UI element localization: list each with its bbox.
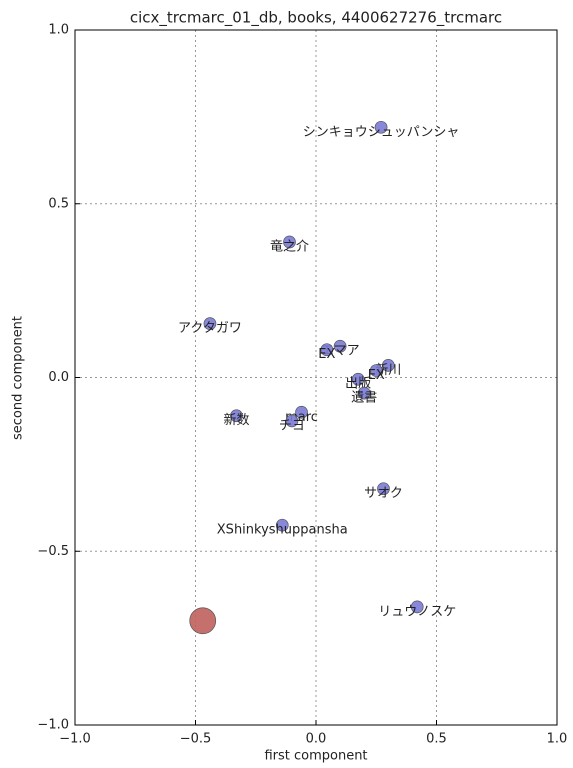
- point: [333, 339, 347, 353]
- point-label: 竜之介: [270, 239, 309, 254]
- point: [230, 409, 243, 423]
- point: [369, 364, 383, 377]
- plot-frame: [74, 29, 558, 726]
- point-label: 遺書: [351, 391, 377, 406]
- point: [374, 120, 388, 134]
- point: [295, 405, 308, 419]
- x-tick-label: −0.5: [180, 732, 212, 747]
- point-label: 新川: [375, 362, 401, 378]
- point: [189, 607, 217, 635]
- x-tick-label: 1.0: [547, 732, 568, 747]
- point: [283, 235, 296, 249]
- point: [381, 358, 395, 372]
- y-tick-label: 0.0: [48, 370, 69, 385]
- point: [285, 414, 299, 428]
- y-tick-label: 0.5: [48, 196, 69, 211]
- point-label: サオク: [364, 486, 403, 501]
- point-label: XShinkyshuppansha: [217, 523, 348, 538]
- point-label: EX: [318, 347, 335, 362]
- x-tick-label: 0.5: [426, 732, 447, 747]
- point-label: リュウノスケ: [378, 604, 456, 619]
- x-axis-label: first component: [264, 749, 367, 764]
- point-label: アクタガワ: [178, 321, 242, 336]
- y-tick-label: −0.5: [37, 544, 69, 559]
- point: [203, 317, 217, 330]
- y-axis-label: second component: [11, 316, 26, 440]
- point: [320, 343, 334, 357]
- point: [275, 518, 289, 532]
- point-label: シンキョウシュッパンシャ: [303, 125, 460, 140]
- point: [377, 482, 390, 496]
- point-label: 新数: [223, 412, 249, 428]
- chart-title: cicx_trcmarc_01_db, books, 4400627276_tr…: [130, 9, 502, 28]
- y-tick-label: 1.0: [48, 23, 69, 38]
- point-label: チヨ: [279, 418, 305, 433]
- point: [357, 386, 371, 400]
- x-tick-label: −1.0: [59, 732, 91, 747]
- y-tick-label: −1.0: [37, 718, 69, 733]
- point: [410, 600, 424, 614]
- point-label: EX: [368, 368, 385, 383]
- x-tick-label: 0.0: [306, 732, 327, 747]
- point: [351, 372, 365, 386]
